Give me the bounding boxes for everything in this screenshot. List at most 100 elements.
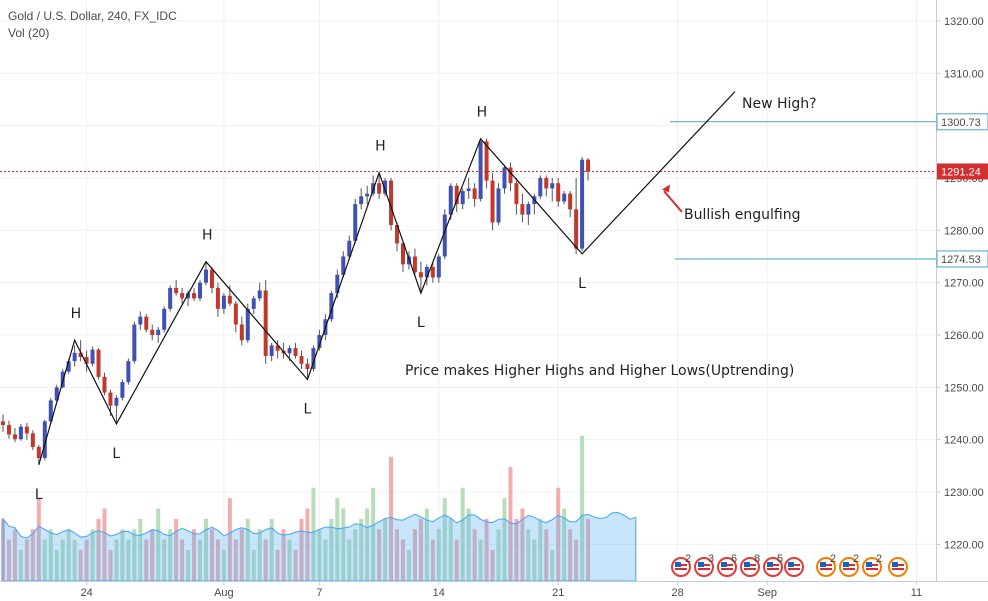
volume-bar [150, 529, 155, 581]
time-tick-label: 14 [433, 587, 445, 599]
candle-body [174, 287, 179, 294]
annotation-bullish-engulfing: Bullish engulfing [684, 207, 800, 223]
candle-body [359, 196, 364, 205]
volume-bar [108, 549, 113, 581]
volume-bar [120, 529, 125, 581]
volume-bar [221, 549, 226, 581]
candle-body [287, 348, 292, 354]
candle-body [168, 287, 173, 309]
us-flag-icon-stripe [675, 568, 687, 570]
volume-bar [239, 529, 244, 581]
volume-bar [24, 539, 29, 581]
volume-bar [562, 508, 567, 581]
candle-body [257, 290, 262, 299]
event-count: 2 [685, 553, 691, 565]
us-flag-icon-canton [866, 562, 872, 567]
candle-body [245, 308, 250, 341]
time-tick-label: 24 [80, 587, 92, 599]
candle-body [389, 180, 394, 226]
volume-bar [389, 456, 394, 581]
volume-bar [257, 529, 262, 581]
volume-bar [538, 518, 543, 581]
event-count: 8 [754, 553, 760, 565]
volume-bar [126, 539, 131, 581]
candle-body [192, 293, 197, 299]
volume-bar [448, 518, 453, 581]
candle-body [6, 425, 11, 435]
candle-body [293, 348, 298, 356]
candle-body [395, 225, 400, 244]
candle-body [132, 324, 137, 362]
candle-body [209, 269, 214, 288]
volume-bar [454, 539, 459, 581]
volume-bar [227, 498, 232, 581]
volume-bar [574, 539, 579, 581]
time-axis[interactable]: 24 Aug 7 14 21 28 Sep 11 [0, 581, 988, 599]
price-tick-label: 1230.00 [944, 487, 984, 499]
volume-bar [556, 487, 561, 581]
candle-body [448, 185, 453, 215]
us-flag-icon-canton [843, 562, 849, 567]
candle-body [526, 204, 531, 215]
candle-body [514, 183, 519, 205]
volume-bar [353, 529, 358, 581]
candle-body [275, 345, 280, 351]
volume-bar [293, 549, 298, 581]
candle-body [400, 243, 405, 265]
candle-body [508, 167, 513, 184]
volume-bar [162, 539, 167, 581]
candle-body [341, 256, 346, 275]
price-line-label-box [936, 113, 988, 131]
event-count: 3 [708, 553, 714, 565]
volume-bar [508, 467, 513, 581]
candle-body [54, 387, 59, 401]
candle-body [424, 266, 429, 278]
candle-body [30, 433, 35, 448]
candle-body [412, 256, 417, 273]
candle-body [478, 141, 483, 199]
event-count: 6 [731, 553, 737, 565]
candle-body [251, 298, 256, 309]
candles [1, 138, 591, 465]
us-flag-icon-canton [744, 562, 750, 567]
candle-body [347, 240, 352, 257]
candle-body [186, 293, 191, 299]
candle-body [42, 421, 47, 458]
volume-bar [138, 518, 143, 581]
volume-bar [424, 508, 429, 581]
volume-bar [66, 529, 71, 581]
time-tick-label: 28 [671, 587, 683, 599]
volume-bar [466, 508, 471, 581]
candle-body [203, 269, 208, 283]
us-flag-icon-canton [767, 562, 773, 567]
candle-body [365, 193, 370, 197]
price-tick-label: 1220.00 [944, 539, 984, 551]
us-flag-icon-canton [698, 562, 704, 567]
pattern-label: L [303, 401, 311, 417]
candle-body [96, 349, 101, 377]
candle-body [353, 204, 358, 241]
volume-bar [84, 539, 89, 581]
arrow-line [663, 190, 683, 213]
candle-body [502, 167, 507, 189]
candle-body [66, 361, 71, 372]
volume-bar [586, 518, 591, 581]
candle-body [180, 293, 185, 299]
price-tick-label: 1320.00 [944, 16, 984, 28]
candle-body [36, 447, 41, 458]
candle-body [120, 382, 125, 398]
price-tick-label: 1260.00 [944, 330, 984, 342]
chart-grid [0, 0, 936, 581]
candle-body [544, 177, 549, 189]
price-axis[interactable]: 1220.00 1230.00 1240.00 1250.00 1260.00 1270.… [936, 0, 988, 581]
volume-bar [490, 549, 495, 581]
event-count: 2 [853, 553, 859, 565]
volume-bar [54, 549, 59, 581]
pattern-label: H [375, 139, 386, 155]
volume-bar [192, 529, 197, 581]
economic-events[interactable]: 2 3 6 8 5 2 2 2 [671, 553, 908, 577]
candle-body [1, 421, 5, 426]
zigzag-line [38, 91, 736, 465]
volume-bar [460, 487, 465, 581]
